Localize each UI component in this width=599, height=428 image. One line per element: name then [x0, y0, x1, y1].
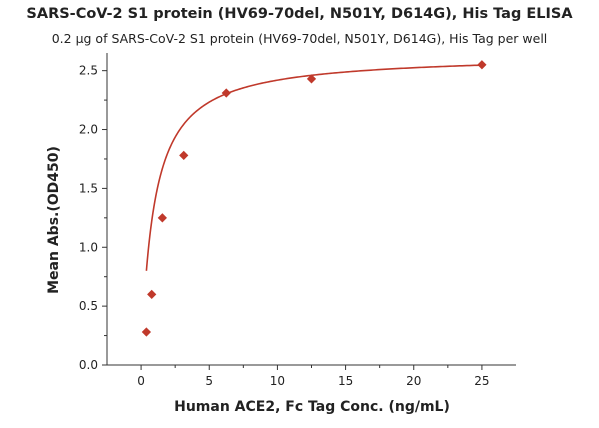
x-tick-label: 25 — [474, 374, 489, 388]
data-point — [221, 88, 231, 98]
y-tick-label: 0.0 — [79, 358, 98, 372]
data-point — [179, 150, 189, 161]
data-point — [306, 74, 317, 84]
y-tick-label: 2.0 — [79, 123, 98, 137]
x-tick-label: 10 — [270, 374, 285, 388]
y-tick-label: 1.0 — [79, 240, 98, 254]
chart-subtitle: 0.2 μg of SARS-CoV-2 S1 protein (HV69-70… — [51, 31, 548, 46]
fit-curve-layer — [145, 64, 482, 271]
y-tick-label: 0.5 — [79, 299, 98, 313]
data-point — [477, 60, 487, 70]
data-point — [141, 327, 152, 337]
chart-title: SARS-CoV-2 S1 protein (HV69-70del, N501Y… — [26, 6, 573, 22]
y-tick-label: 2.5 — [79, 64, 98, 78]
y-tick-label: 1.5 — [79, 181, 98, 195]
data-point — [157, 213, 167, 223]
x-tick-label: 5 — [205, 374, 213, 388]
axes: 0 5 10 15 20 25 0.0 0.5 1.0 1.5 2.0 2.5 — [79, 53, 516, 388]
data-points-layer — [141, 60, 487, 337]
x-tick-label: 15 — [338, 374, 353, 388]
x-tick-label: 0 — [137, 374, 145, 388]
fit-curve — [145, 64, 482, 271]
x-tick-label: 20 — [406, 374, 421, 388]
data-point — [147, 289, 157, 299]
x-axis-label: Human ACE2, Fc Tag Conc. (ng/mL) — [174, 399, 450, 415]
y-axis-label: Mean Abs.(OD450) — [46, 146, 62, 294]
